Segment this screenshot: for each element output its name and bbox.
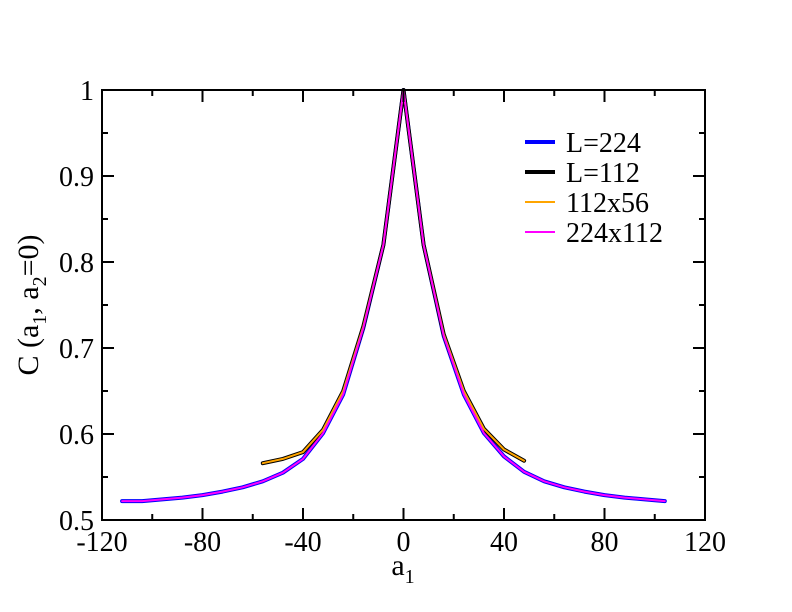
y-tick-label: 0.5: [59, 506, 94, 537]
legend-label-224x112: 224x112: [566, 218, 663, 249]
y-axis-title-part-1: C (a: [12, 325, 45, 376]
y-axis-title-part-2: , a: [12, 286, 45, 314]
legend-label-l112: L=112: [566, 158, 640, 189]
y-axis-title-subscript-1: 1: [29, 315, 51, 325]
x-tick-label: 40: [490, 527, 518, 558]
y-axis-title-part-3: =0): [12, 234, 45, 276]
x-tick-label: -80: [184, 527, 221, 558]
legend-label-l224: L=224: [566, 128, 641, 159]
legend-label-112x56: 112x56: [566, 188, 649, 219]
ticks-layer: [101, 89, 706, 521]
y-tick-label: 0.6: [59, 420, 94, 451]
y-tick-label: 1: [80, 76, 94, 107]
x-tick-label: -120: [76, 527, 127, 558]
y-tick-label: 0.9: [59, 162, 94, 193]
tick-labels-layer: -120 -80 -40 0 40 80 120 0.5 0.6 0.7 0.8 0.9 1: [59, 76, 726, 558]
y-tick-label: 0.7: [59, 334, 94, 365]
legend: L=224 L=112 112x56 224x112: [525, 128, 663, 249]
y-axis-title: C (a1, a2=0): [12, 234, 51, 375]
x-tick-label: 120: [684, 527, 726, 558]
series-line-224x112: [121, 89, 666, 503]
x-tick-label: 0: [397, 527, 411, 558]
x-tick-label: 80: [591, 527, 619, 558]
y-tick-label: 0.8: [59, 248, 94, 279]
x-axis-title-main: a: [391, 549, 404, 582]
x-tick-label: -40: [284, 527, 321, 558]
x-axis-title-subscript: 1: [405, 566, 415, 588]
y-axis-title-subscript-2: 2: [29, 276, 51, 286]
x-axis-title: a1: [391, 549, 414, 588]
series-layer: [120, 88, 667, 504]
